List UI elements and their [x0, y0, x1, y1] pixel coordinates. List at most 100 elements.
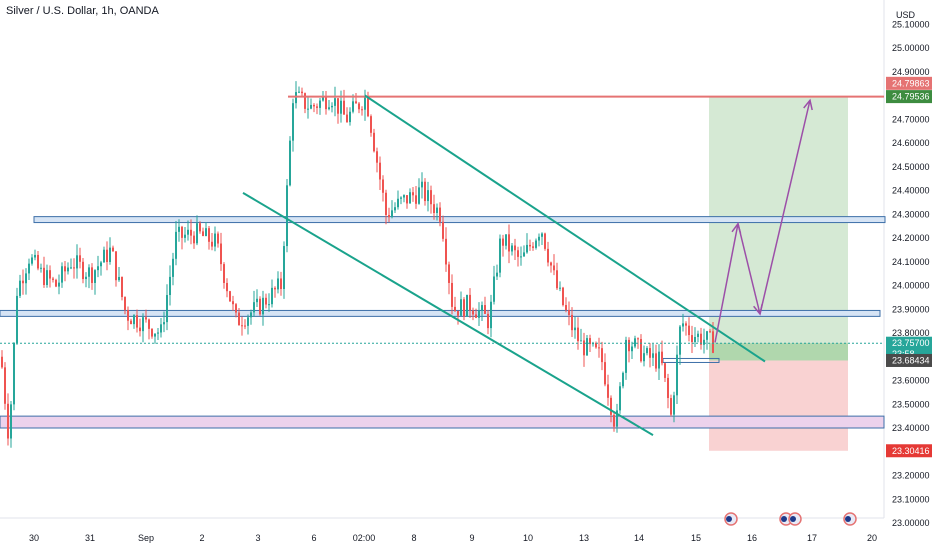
candle-body	[22, 280, 24, 284]
candle-body	[496, 272, 498, 277]
candle-body	[184, 234, 186, 238]
candle-body	[307, 108, 309, 110]
candle-body	[121, 277, 123, 298]
candle-body	[370, 116, 372, 133]
entry-tag-label: 23.68434	[892, 355, 930, 365]
candle-body	[577, 327, 579, 342]
candle-body	[580, 340, 582, 342]
candle-body	[52, 278, 54, 280]
candle-body	[85, 276, 87, 280]
candle-body	[406, 195, 408, 204]
candle-body	[79, 255, 81, 262]
candle-body	[622, 372, 624, 387]
candle-body	[49, 270, 51, 279]
price-tick-label: 23.00000	[892, 518, 930, 528]
candle-body	[208, 228, 210, 242]
price-tick-label: 24.20000	[892, 233, 930, 243]
candle-body	[40, 267, 42, 269]
candle-body	[10, 404, 12, 439]
candle-body	[127, 309, 129, 321]
candle-body	[418, 187, 420, 204]
price-tick-label: 25.10000	[892, 19, 930, 29]
candle-body	[463, 299, 465, 317]
projection-segment	[737, 223, 761, 315]
candle-body	[640, 339, 642, 362]
price-tick-label: 23.90000	[892, 304, 930, 314]
time-tick-label: 16	[747, 533, 757, 543]
candle-body	[625, 339, 627, 373]
candle-body	[112, 247, 114, 252]
candle-body	[565, 305, 567, 310]
candle-body	[16, 295, 18, 343]
candle-body	[7, 403, 9, 439]
candle-body	[190, 229, 192, 236]
candle-body	[1, 356, 3, 368]
candle-body	[535, 240, 537, 248]
candle-body	[178, 226, 180, 232]
candle-body	[301, 91, 303, 94]
target-top-tag-label: 24.79863	[892, 78, 930, 88]
time-tick-label: 02:00	[353, 533, 376, 543]
symbol-title: Silver / U.S. Dollar, 1h, OANDA	[6, 5, 159, 17]
time-tick-label: 2	[199, 533, 204, 543]
candle-body	[31, 257, 33, 264]
candle-body	[520, 256, 522, 258]
candle-body	[445, 238, 447, 265]
mid-zone	[0, 309, 881, 317]
stop-tag-bg	[886, 444, 932, 458]
candle-body	[457, 310, 459, 316]
price-tick-label: 23.40000	[892, 423, 930, 433]
candle-body	[505, 234, 507, 246]
candle-body	[667, 377, 669, 399]
candle-body	[487, 313, 489, 329]
candle-body	[64, 266, 66, 272]
candle-body	[613, 414, 615, 427]
candle-body	[475, 314, 477, 318]
candle-body	[628, 339, 630, 352]
candle-body	[652, 353, 654, 358]
candle-body	[352, 101, 354, 112]
candle-body	[595, 343, 597, 348]
time-tick-label: 15	[691, 533, 701, 543]
candle-body	[697, 333, 699, 337]
candle-body	[157, 332, 159, 334]
candle-body	[289, 140, 291, 186]
candle-body	[658, 351, 660, 369]
candle-body	[154, 333, 156, 337]
candle-body	[91, 267, 93, 283]
projection-arrowhead	[803, 98, 813, 111]
time-tick-label: 9	[469, 533, 474, 543]
candle-body	[550, 262, 552, 266]
candle-body	[247, 317, 249, 326]
candle-body	[655, 353, 657, 369]
candle-body	[559, 287, 561, 289]
time-tick-label: 20	[867, 533, 877, 543]
price-tick-label: 23.60000	[892, 376, 930, 386]
candle-body	[115, 251, 117, 281]
candle-body	[277, 278, 279, 290]
candle-body	[325, 96, 327, 110]
candle-body	[94, 270, 96, 283]
candle-body	[199, 223, 201, 232]
candle-body	[361, 109, 363, 111]
candle-body	[331, 105, 333, 108]
candle-body	[175, 231, 177, 259]
candle-body	[58, 282, 60, 287]
stop-tag-label: 23.30416	[892, 446, 930, 456]
candle-body	[118, 277, 120, 281]
time-tick-label: 3	[255, 533, 260, 543]
target-top-tag-bg	[886, 76, 932, 90]
candle-body	[337, 98, 339, 114]
candle-body	[136, 315, 138, 328]
candle-body	[334, 98, 336, 106]
candle-body	[160, 324, 162, 333]
candle-body	[346, 114, 348, 123]
candle-body	[241, 325, 243, 327]
candle-body	[355, 101, 357, 104]
candle-body	[529, 244, 531, 247]
candle-body	[139, 327, 141, 332]
candle-body	[379, 162, 381, 180]
candle-body	[499, 238, 501, 273]
event-flag-icon-inner	[845, 516, 851, 522]
